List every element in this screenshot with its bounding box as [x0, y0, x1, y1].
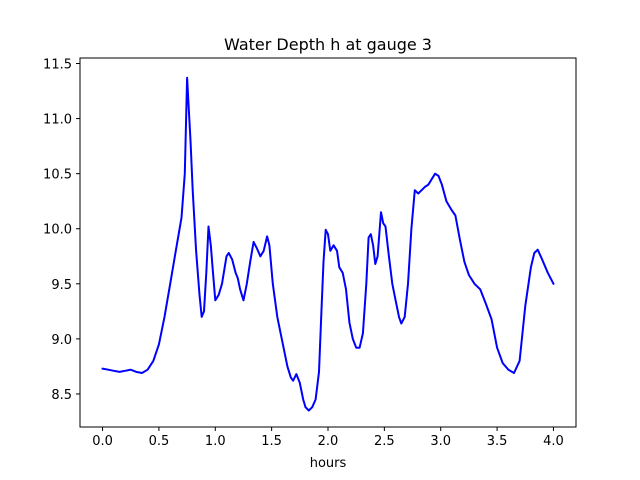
y-tick-label: 11.5: [43, 58, 72, 73]
x-tick-label: 0.5: [149, 434, 170, 449]
y-tick-label: 10.0: [43, 223, 72, 238]
x-tick-label: 3.5: [487, 434, 508, 449]
series-line: [101, 76, 555, 412]
x-axis: 0.0 0.5 1.0 1.5 2.0 2.5 3.0 3.5 4.0: [92, 427, 564, 449]
y-tick-label: 9.0: [51, 333, 72, 348]
plot-area: [79, 57, 577, 428]
x-tick-label: 2.0: [318, 434, 339, 449]
x-tick-label: 1.0: [205, 434, 226, 449]
x-tick-label: 4.0: [543, 434, 564, 449]
x-tick-label: 2.5: [374, 434, 395, 449]
y-axis: 8.5 9.0 9.5 10.0 10.5 11.0 11.5: [43, 58, 80, 403]
y-tick-label: 8.5: [51, 388, 72, 403]
x-axis-label: hours: [310, 456, 347, 471]
plot-frame: [79, 57, 577, 428]
y-tick-label: 10.5: [43, 168, 72, 183]
x-tick-label: 0.0: [92, 434, 113, 449]
chart-title: Water Depth h at gauge 3: [224, 35, 432, 54]
x-tick-label: 1.5: [261, 434, 282, 449]
y-tick-label: 11.0: [43, 113, 72, 128]
x-tick-label: 3.0: [430, 434, 451, 449]
y-tick-label: 9.5: [51, 278, 72, 293]
